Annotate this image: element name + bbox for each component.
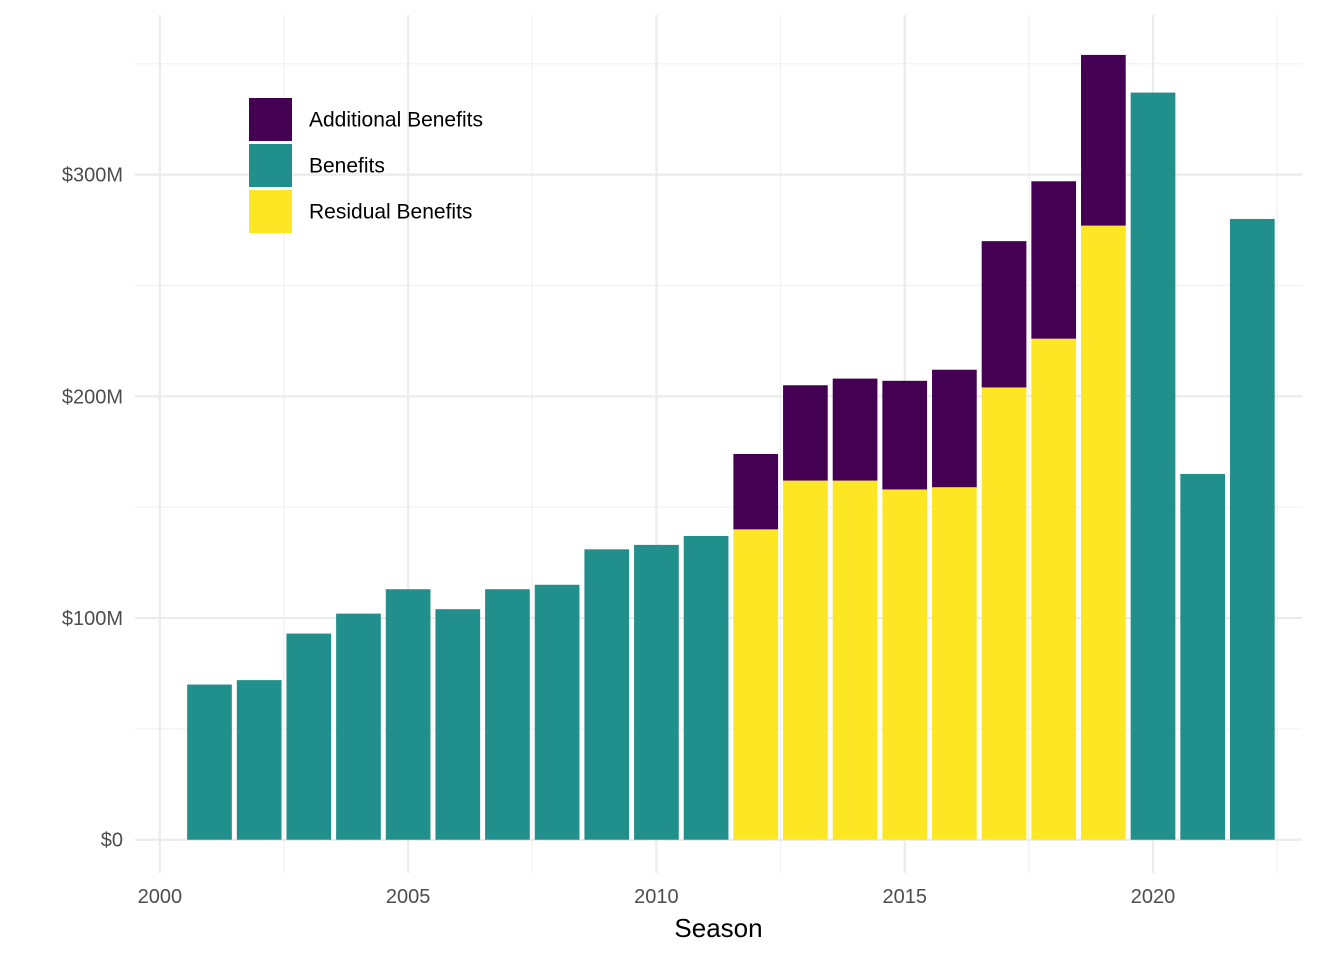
- bar-2004-benefits: [336, 613, 381, 840]
- bar-2019-residual-benefits: [1081, 225, 1126, 840]
- bar-2021-benefits: [1180, 473, 1226, 840]
- bar-2016-residual-benefits: [932, 487, 977, 840]
- bar-2002-benefits: [236, 680, 282, 840]
- bar-2007-benefits: [485, 589, 530, 840]
- y-tick-label: $100M: [62, 608, 123, 630]
- x-tick-label: 2000: [138, 886, 183, 908]
- bar-2018-additional-benefits: [1031, 181, 1077, 339]
- legend: Additional Benefits Benefits Residual Bene…: [249, 98, 483, 233]
- legend-key-residual-benefits: [249, 190, 292, 233]
- x-axis-title: Season: [674, 913, 762, 943]
- bar-2012-residual-benefits: [733, 529, 779, 840]
- bar-2014-residual-benefits: [832, 480, 878, 840]
- bars: [187, 54, 1275, 840]
- x-tick-label: 2010: [634, 886, 679, 908]
- bar-2018-residual-benefits: [1031, 338, 1077, 840]
- bar-2005-benefits: [385, 589, 431, 840]
- x-tick-label: 2015: [882, 886, 927, 908]
- legend-key-additional-benefits: [249, 98, 292, 141]
- y-tick-label: $300M: [62, 165, 123, 187]
- bar-2015-additional-benefits: [882, 380, 928, 490]
- legend-key-benefits: [249, 144, 292, 187]
- bar-2012-additional-benefits: [733, 453, 779, 530]
- bar-2001-benefits: [187, 684, 232, 840]
- bar-2013-residual-benefits: [783, 480, 828, 840]
- bar-2022-benefits: [1229, 218, 1275, 840]
- bar-2019-additional-benefits: [1081, 54, 1126, 226]
- bar-2009-benefits: [584, 549, 630, 840]
- bar-2006-benefits: [435, 609, 481, 840]
- bar-2010-benefits: [634, 544, 679, 840]
- bar-2020-benefits: [1130, 92, 1176, 840]
- legend-label: Additional Benefits: [309, 109, 483, 132]
- y-tick-label: $200M: [62, 386, 123, 408]
- x-tick-label: 2005: [386, 886, 431, 908]
- bar-2008-benefits: [534, 584, 580, 840]
- bar-2013-additional-benefits: [783, 385, 828, 481]
- axes: Season $0 $100M $200M $300M 2000 2005 2010 2015…: [62, 165, 1175, 943]
- bar-2003-benefits: [286, 633, 332, 840]
- bar-2017-additional-benefits: [981, 241, 1027, 388]
- bar-2014-additional-benefits: [832, 378, 878, 481]
- legend-label: Residual Benefits: [309, 201, 472, 224]
- bar-2017-residual-benefits: [981, 387, 1027, 840]
- x-tick-label: 2020: [1131, 886, 1176, 908]
- legend-label: Benefits: [309, 155, 385, 178]
- y-tick-label: $0: [101, 830, 123, 852]
- bar-2016-additional-benefits: [932, 369, 977, 488]
- bar-2015-residual-benefits: [882, 489, 928, 840]
- bar-2011-benefits: [683, 536, 729, 840]
